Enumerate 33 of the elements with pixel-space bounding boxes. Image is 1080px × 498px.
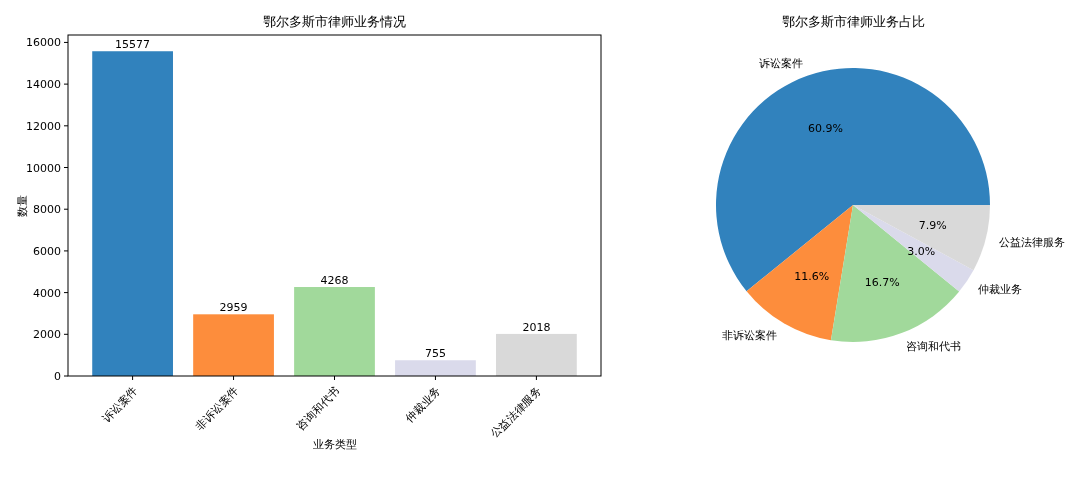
data-label: 60.9% <box>808 121 844 135</box>
y-axis-title: 数量 <box>16 194 29 217</box>
data-label: 7.9% <box>918 219 947 233</box>
data-label: 2018 <box>522 320 551 334</box>
y-tick-label: 16000 <box>26 36 61 50</box>
slice-label: 公益法律服务 <box>999 235 1066 249</box>
y-tick-label: 10000 <box>26 161 61 175</box>
x-tick-label: 公益法律服务 <box>488 384 545 441</box>
slice-label: 咨询和代书 <box>906 339 962 353</box>
x-tick-label: 咨询和代书 <box>294 384 343 433</box>
data-label: 11.6% <box>794 270 830 284</box>
y-tick-label: 14000 <box>26 78 61 92</box>
slice-label: 诉讼案件 <box>758 56 803 70</box>
y-tick-label: 12000 <box>26 119 61 133</box>
chart-title: 鄂尔多斯市律师业务占比 <box>781 14 925 29</box>
y-tick-label: 8000 <box>33 203 61 217</box>
data-label: 755 <box>424 347 446 361</box>
y-tick-label: 2000 <box>33 328 61 342</box>
data-label: 16.7% <box>864 275 900 289</box>
x-tick-label: 仲裁业务 <box>402 384 444 425</box>
x-tick-label: 非诉讼案件 <box>193 384 242 433</box>
x-tick-label: 诉讼案件 <box>100 384 141 425</box>
chart-title: 鄂尔多斯市律师业务情况 <box>263 14 406 29</box>
x-axis-title: 业务类型 <box>312 438 357 451</box>
y-tick-label: 6000 <box>33 244 61 258</box>
y-tick-label: 4000 <box>33 286 61 300</box>
slice-label: 仲裁业务 <box>978 282 1023 296</box>
y-tick-label: 0 <box>54 370 61 383</box>
data-label: 4268 <box>320 274 349 288</box>
data-label: 15577 <box>115 38 151 52</box>
data-label: 2959 <box>219 301 248 315</box>
data-label: 3.0% <box>907 244 936 258</box>
slice-label: 非诉讼案件 <box>722 329 778 343</box>
